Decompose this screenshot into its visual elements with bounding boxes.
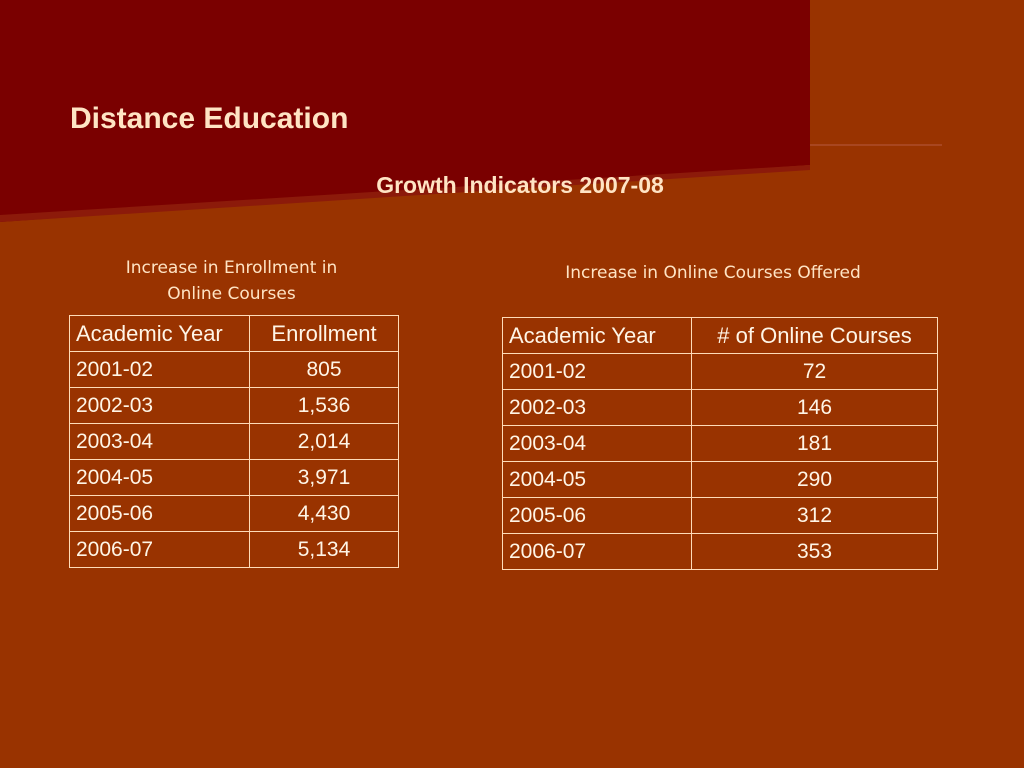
table-row: 2002-03 146 [502, 389, 938, 426]
table-row: 2006-07 5,134 [69, 531, 399, 568]
table-row: 2006-07 353 [502, 533, 938, 570]
cell-academic-year: 2001-02 [69, 351, 250, 388]
cell-enrollment: 805 [249, 351, 399, 388]
table-row: 2002-03 1,536 [69, 387, 399, 424]
cell-online-courses: 353 [691, 533, 938, 570]
cell-enrollment: 3,971 [249, 459, 399, 496]
cell-academic-year: 2003-04 [502, 425, 692, 462]
cell-enrollment: 4,430 [249, 495, 399, 532]
cell-enrollment: 1,536 [249, 387, 399, 424]
table-row: 2001-02 72 [502, 353, 938, 390]
table-header-row: Academic Year # of Online Courses [502, 317, 938, 354]
cell-academic-year: 2001-02 [502, 353, 692, 390]
cell-online-courses: 72 [691, 353, 938, 390]
column-header-academic-year: Academic Year [69, 315, 250, 352]
enrollment-caption-line1: Increase in Enrollment in [125, 258, 338, 278]
cell-enrollment: 2,014 [249, 423, 399, 460]
cell-academic-year: 2002-03 [502, 389, 692, 426]
cell-academic-year: 2003-04 [69, 423, 250, 460]
courses-table-caption: Increase in Online Courses Offered [565, 263, 861, 283]
enrollment-table: Academic Year Enrollment 2001-02 805 200… [69, 315, 399, 568]
cell-online-courses: 146 [691, 389, 938, 426]
cell-academic-year: 2002-03 [69, 387, 250, 424]
enrollment-table-caption: Increase in Enrollment in Online Courses [69, 255, 394, 307]
table-row: 2005-06 312 [502, 497, 938, 534]
cell-academic-year: 2004-05 [69, 459, 250, 496]
column-header-online-courses: # of Online Courses [691, 317, 938, 354]
column-header-enrollment: Enrollment [249, 315, 399, 352]
cell-online-courses: 290 [691, 461, 938, 498]
cell-online-courses: 181 [691, 425, 938, 462]
cell-academic-year: 2006-07 [502, 533, 692, 570]
table-row: 2004-05 290 [502, 461, 938, 498]
table-row: 2003-04 2,014 [69, 423, 399, 460]
table-header-row: Academic Year Enrollment [69, 315, 399, 352]
enrollment-caption-line2: Online Courses [167, 284, 296, 304]
cell-academic-year: 2006-07 [69, 531, 250, 568]
online-courses-table: Academic Year # of Online Courses 2001-0… [502, 317, 938, 570]
table-row: 2003-04 181 [502, 425, 938, 462]
slide-subtitle: Growth Indicators 2007-08 [376, 172, 664, 198]
cell-academic-year: 2004-05 [502, 461, 692, 498]
cell-academic-year: 2005-06 [69, 495, 250, 532]
column-header-academic-year: Academic Year [502, 317, 692, 354]
table-row: 2001-02 805 [69, 351, 399, 388]
table-row: 2004-05 3,971 [69, 459, 399, 496]
slide-title: Distance Education [70, 102, 349, 135]
cell-academic-year: 2005-06 [502, 497, 692, 534]
table-row: 2005-06 4,430 [69, 495, 399, 532]
cell-online-courses: 312 [691, 497, 938, 534]
cell-enrollment: 5,134 [249, 531, 399, 568]
header-banner [0, 0, 942, 222]
